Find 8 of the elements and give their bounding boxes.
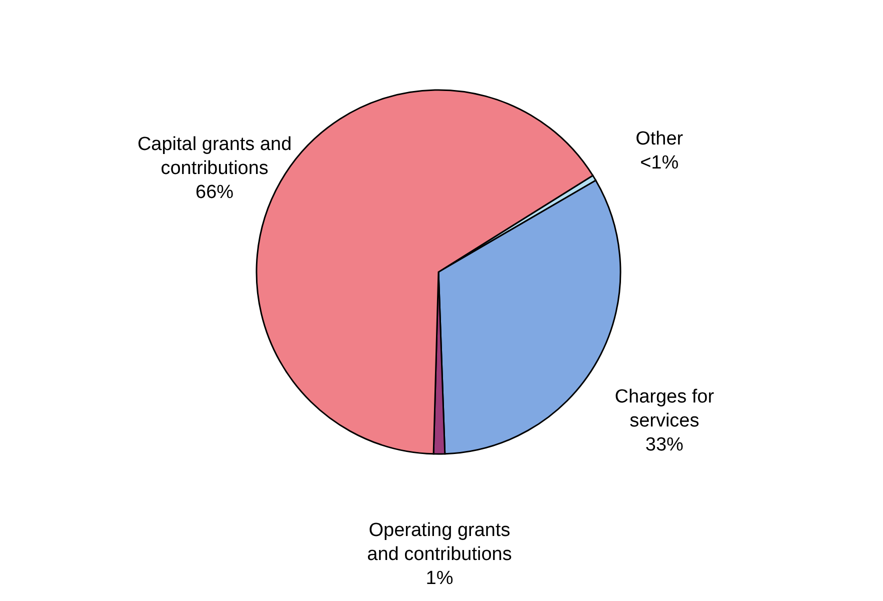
data-label: 33%	[645, 434, 684, 456]
data-label: 66%	[196, 182, 234, 203]
data-label: <1%	[640, 152, 679, 174]
slice-label: Capital grants and contributions	[137, 134, 292, 179]
slice-label: Other	[636, 128, 684, 150]
data-label: 1%	[426, 568, 454, 589]
slice-label: Charges for services	[614, 386, 715, 432]
slice-label: Operating grants and contributions	[367, 520, 512, 565]
